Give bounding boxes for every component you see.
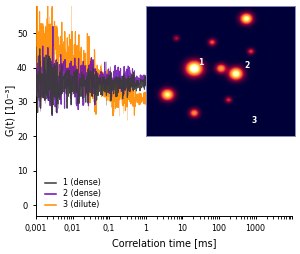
Y-axis label: G(t) [10⁻³]: G(t) [10⁻³] bbox=[6, 85, 16, 136]
Legend: 1 (dense), 2 (dense), 3 (dilute): 1 (dense), 2 (dense), 3 (dilute) bbox=[45, 178, 101, 210]
X-axis label: Correlation time [ms]: Correlation time [ms] bbox=[112, 239, 216, 248]
